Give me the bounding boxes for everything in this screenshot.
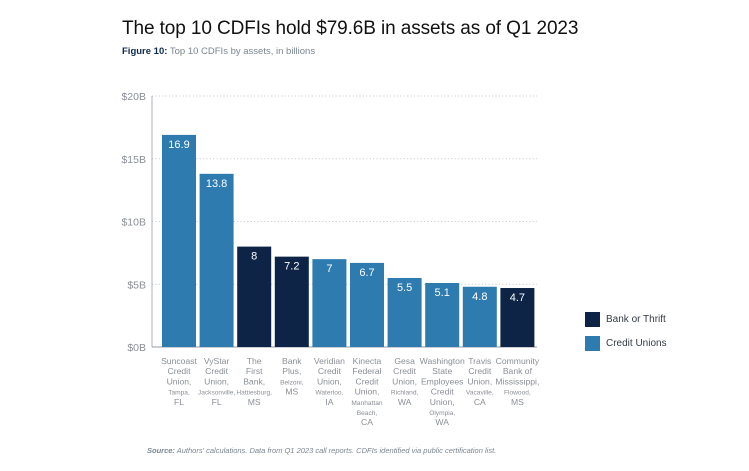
y-tick-label: $10B [121, 217, 146, 229]
y-tick-label: $20B [121, 91, 146, 103]
bar-value-label: 5.5 [397, 282, 412, 294]
bar [199, 173, 234, 347]
legend-label-bank: Bank or Thrift [606, 314, 666, 325]
legend-label-credit-union: Credit Unions [606, 338, 667, 349]
subtitle-text: Top 10 CDFIs by assets, in billions [169, 46, 316, 57]
bar-value-label: 16.9 [168, 139, 189, 151]
bar [462, 286, 497, 347]
x-category-label: Gesa Credit Union, Richland, WA [391, 356, 419, 407]
legend-swatch-bank [585, 312, 600, 327]
x-category-label: Travis Credit Union, Vacaville, CA [466, 356, 494, 407]
bar [162, 134, 196, 347]
bar-value-label: 7 [326, 263, 332, 275]
x-category-label: Community Bank of Mississippi, Flowood, MS [495, 356, 539, 407]
x-category-label: Kinecta Federal Credit Union, Manhattan Beach… [351, 356, 382, 427]
x-category-label: Suncoast Credit Union, Tampa, FL [161, 356, 197, 407]
x-category-label: The First Bank, Hattiesburg, MS [236, 356, 272, 407]
legend-item-credit-union: Credit Unions [585, 335, 667, 352]
chart-title: The top 10 CDFIs hold $79.6B in assets a… [122, 18, 579, 39]
x-category-label: Washington State Employees Credit Union, Olym… [420, 356, 465, 427]
x-category-label: VyStar Credit Union, Jacksonville, FL [198, 356, 236, 407]
bar [312, 259, 347, 347]
y-tick-label: $0B [127, 342, 146, 354]
bar-value-label: 4.7 [510, 292, 525, 304]
bar-value-label: 4.8 [472, 291, 487, 303]
legend-item-bank: Bank or Thrift [585, 311, 667, 328]
bar-value-label: 5.1 [435, 287, 450, 299]
chart-legend: Bank or Thrift Credit Unions [585, 311, 667, 359]
y-tick-label: $15B [121, 154, 146, 166]
bar [237, 246, 272, 347]
bar-value-label: 6.7 [359, 267, 374, 279]
x-category-label: Bank Plus, Belzoni, MS [280, 356, 304, 397]
source-text: Authors' calculations. Data from Q1 2023… [176, 446, 497, 455]
bar-value-label: 13.8 [206, 178, 227, 190]
bar [274, 256, 309, 347]
legend-swatch-credit-union [585, 336, 600, 351]
bar [425, 282, 460, 347]
y-tick-label: $5B [127, 279, 146, 291]
chart-subtitle: Figure 10: Top 10 CDFIs by assets, in bi… [122, 46, 315, 57]
figure-label: Figure 10: [122, 46, 168, 57]
x-category-label: Veridian Credit Union, Waterloo, IA [314, 356, 345, 407]
bar-value-label: 7.2 [284, 261, 299, 273]
bar [350, 262, 384, 347]
source-label: Source: [147, 446, 175, 455]
bar-value-label: 8 [251, 251, 257, 263]
bar [500, 288, 535, 347]
bar [387, 277, 422, 347]
chart-source: Source: Authors' calculations. Data from… [147, 446, 496, 455]
